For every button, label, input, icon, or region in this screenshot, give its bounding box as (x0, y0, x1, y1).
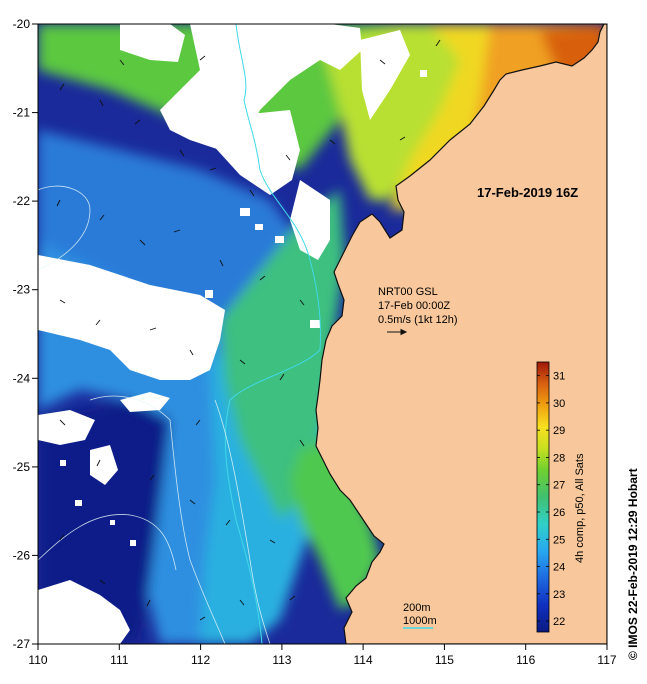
colorbar-tick-label: 28 (553, 452, 565, 464)
current-info-line2: 17-Feb 00:00Z (378, 300, 450, 312)
credit-text: © IMOS 22-Feb-2019 12:29 Hobart (626, 468, 640, 660)
colorbar-tick-label: 25 (553, 534, 565, 546)
sst-bay-green (290, 440, 380, 610)
colorbar: 22 23 24 25 26 27 28 29 30 31 4h comp, p50, All S… (536, 361, 586, 633)
colorbar-tick-label: 23 (553, 589, 565, 601)
colorbar-tick-label: 30 (553, 398, 565, 410)
isobath-1000m (38, 185, 271, 644)
isobath-200m (224, 24, 321, 644)
colorbar-ticks (537, 375, 549, 622)
plot-area (38, 24, 607, 644)
current-info-line1: NRT00 GSL (378, 286, 438, 298)
colorbar-tick-label: 31 (553, 371, 565, 383)
colorbar-tick-label: 26 (553, 507, 565, 519)
x-tick-label: 116 (516, 653, 535, 667)
cloud-mask (38, 24, 410, 644)
colorbar-gradient (536, 361, 550, 633)
current-scale-arrow (387, 328, 408, 336)
y-tick-label: -20 (13, 17, 31, 31)
sst-green-shelf (220, 190, 345, 520)
x-tick-label: 110 (28, 653, 47, 667)
colorbar-tick-label: 27 (553, 480, 565, 492)
isobath-1000m-label: 1000m (403, 615, 437, 627)
y-tick-label: -27 (13, 637, 31, 651)
isobath-200m-label: 200m (403, 602, 431, 614)
x-tick-label: 113 (272, 653, 291, 667)
y-tick-label: -22 (13, 194, 31, 208)
isobath-legend: 200m 1000m (403, 602, 437, 627)
x-tick-label: 111 (110, 653, 129, 667)
x-tick-label: 112 (191, 653, 210, 667)
colorbar-tick-label: 29 (553, 425, 565, 437)
date-label: 17-Feb-2019 16Z (477, 185, 578, 200)
land-mass (315, 24, 607, 644)
plot-frame (37, 23, 608, 645)
current-info: NRT00 GSL 17-Feb 00:00Z 0.5m/s (1kt 12h) (378, 286, 457, 326)
x-tick-label: 114 (354, 653, 373, 667)
y-axis (32, 23, 38, 645)
colorbar-label: 4h comp, p50, All Sats (574, 453, 586, 563)
y-tick-label: -23 (13, 283, 31, 297)
colorbar-tick-labels: 22 23 24 25 26 27 28 29 30 31 (553, 371, 565, 628)
x-axis (37, 644, 608, 650)
y-tick-label: -24 (13, 371, 31, 385)
current-vectors (56, 39, 441, 621)
y-tick-label: -25 (13, 460, 31, 474)
y-tick-label: -26 (13, 548, 31, 562)
colorbar-tick-label: 22 (553, 616, 565, 628)
y-tick-labels: -20 -21 -22 -23 -24 -25 -26 -27 (13, 17, 31, 651)
y-tick-label: -21 (13, 106, 31, 120)
colorbar-tick-label: 24 (553, 562, 565, 574)
cloud-speckle (60, 70, 427, 546)
x-tick-label: 115 (435, 653, 454, 667)
x-tick-labels: 110 111 112 113 114 115 116 117 (28, 653, 616, 667)
current-info-line3: 0.5m/s (1kt 12h) (378, 314, 457, 326)
x-tick-label: 117 (597, 653, 616, 667)
